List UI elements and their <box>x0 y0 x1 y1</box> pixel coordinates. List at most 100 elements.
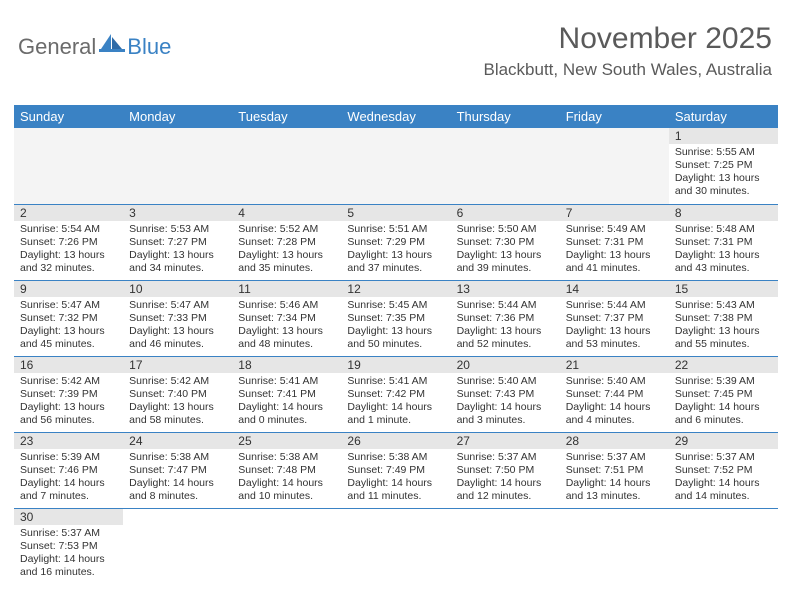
calendar-day-cell: 23Sunrise: 5:39 AMSunset: 7:46 PMDayligh… <box>14 432 123 508</box>
day-details: Sunrise: 5:39 AMSunset: 7:46 PMDaylight:… <box>14 449 123 508</box>
calendar-week-row: 23Sunrise: 5:39 AMSunset: 7:46 PMDayligh… <box>14 432 778 508</box>
daylight-line-1: Daylight: 13 hours <box>129 325 226 338</box>
sunset-line: Sunset: 7:27 PM <box>129 236 226 249</box>
day-details: Sunrise: 5:37 AMSunset: 7:52 PMDaylight:… <box>669 449 778 508</box>
sunrise-line: Sunrise: 5:53 AM <box>129 223 226 236</box>
daylight-line-1: Daylight: 14 hours <box>129 477 226 490</box>
sunrise-line: Sunrise: 5:43 AM <box>675 299 772 312</box>
sunset-line: Sunset: 7:35 PM <box>347 312 444 325</box>
calendar-week-row: 30Sunrise: 5:37 AMSunset: 7:53 PMDayligh… <box>14 508 778 584</box>
day-details: Sunrise: 5:48 AMSunset: 7:31 PMDaylight:… <box>669 221 778 280</box>
day-details: Sunrise: 5:40 AMSunset: 7:43 PMDaylight:… <box>451 373 560 432</box>
sunset-line: Sunset: 7:47 PM <box>129 464 226 477</box>
calendar-week-row: 9Sunrise: 5:47 AMSunset: 7:32 PMDaylight… <box>14 280 778 356</box>
sunset-line: Sunset: 7:52 PM <box>675 464 772 477</box>
sunset-line: Sunset: 7:43 PM <box>457 388 554 401</box>
sunset-line: Sunset: 7:32 PM <box>20 312 117 325</box>
day-header: Wednesday <box>341 105 450 128</box>
daylight-line-1: Daylight: 13 hours <box>129 249 226 262</box>
daylight-line-1: Daylight: 13 hours <box>20 401 117 414</box>
logo-text-general: General <box>18 34 96 60</box>
day-details: Sunrise: 5:52 AMSunset: 7:28 PMDaylight:… <box>232 221 341 280</box>
daylight-line-1: Daylight: 14 hours <box>20 553 117 566</box>
day-number: 7 <box>560 205 669 221</box>
day-details: Sunrise: 5:47 AMSunset: 7:33 PMDaylight:… <box>123 297 232 356</box>
sunset-line: Sunset: 7:50 PM <box>457 464 554 477</box>
day-details: Sunrise: 5:45 AMSunset: 7:35 PMDaylight:… <box>341 297 450 356</box>
day-number: 26 <box>341 433 450 449</box>
calendar-day-cell <box>14 128 123 204</box>
day-details: Sunrise: 5:37 AMSunset: 7:51 PMDaylight:… <box>560 449 669 508</box>
daylight-line-2: and 35 minutes. <box>238 262 335 275</box>
sunset-line: Sunset: 7:26 PM <box>20 236 117 249</box>
page-title: November 2025 <box>483 22 772 56</box>
calendar-day-cell: 29Sunrise: 5:37 AMSunset: 7:52 PMDayligh… <box>669 432 778 508</box>
day-details: Sunrise: 5:55 AMSunset: 7:25 PMDaylight:… <box>669 144 778 203</box>
daylight-line-1: Daylight: 14 hours <box>457 477 554 490</box>
header: General Blue November 2025 Blackbutt, Ne… <box>14 20 778 105</box>
daylight-line-2: and 1 minute. <box>347 414 444 427</box>
sunrise-line: Sunrise: 5:47 AM <box>20 299 117 312</box>
day-number: 1 <box>669 128 778 144</box>
day-number: 27 <box>451 433 560 449</box>
calendar-day-cell: 4Sunrise: 5:52 AMSunset: 7:28 PMDaylight… <box>232 204 341 280</box>
sunset-line: Sunset: 7:40 PM <box>129 388 226 401</box>
daylight-line-2: and 6 minutes. <box>675 414 772 427</box>
day-details: Sunrise: 5:51 AMSunset: 7:29 PMDaylight:… <box>341 221 450 280</box>
day-number: 3 <box>123 205 232 221</box>
daylight-line-2: and 32 minutes. <box>20 262 117 275</box>
sunset-line: Sunset: 7:53 PM <box>20 540 117 553</box>
sunset-line: Sunset: 7:46 PM <box>20 464 117 477</box>
sunrise-line: Sunrise: 5:47 AM <box>129 299 226 312</box>
calendar-day-cell: 5Sunrise: 5:51 AMSunset: 7:29 PMDaylight… <box>341 204 450 280</box>
calendar-day-cell <box>232 128 341 204</box>
calendar-day-cell: 27Sunrise: 5:37 AMSunset: 7:50 PMDayligh… <box>451 432 560 508</box>
calendar-day-cell: 19Sunrise: 5:41 AMSunset: 7:42 PMDayligh… <box>341 356 450 432</box>
calendar-day-cell <box>669 508 778 584</box>
sail-icon <box>99 32 125 57</box>
calendar-day-cell: 22Sunrise: 5:39 AMSunset: 7:45 PMDayligh… <box>669 356 778 432</box>
day-header-row: Sunday Monday Tuesday Wednesday Thursday… <box>14 105 778 128</box>
daylight-line-1: Daylight: 14 hours <box>675 477 772 490</box>
day-number: 14 <box>560 281 669 297</box>
daylight-line-1: Daylight: 13 hours <box>675 249 772 262</box>
day-number: 24 <box>123 433 232 449</box>
day-number: 13 <box>451 281 560 297</box>
daylight-line-1: Daylight: 14 hours <box>566 401 663 414</box>
daylight-line-1: Daylight: 14 hours <box>566 477 663 490</box>
daylight-line-1: Daylight: 13 hours <box>457 249 554 262</box>
sunrise-line: Sunrise: 5:54 AM <box>20 223 117 236</box>
calendar-day-cell <box>560 508 669 584</box>
day-number: 11 <box>232 281 341 297</box>
calendar-day-cell: 2Sunrise: 5:54 AMSunset: 7:26 PMDaylight… <box>14 204 123 280</box>
sunrise-line: Sunrise: 5:46 AM <box>238 299 335 312</box>
day-number: 19 <box>341 357 450 373</box>
sunrise-line: Sunrise: 5:41 AM <box>347 375 444 388</box>
sunset-line: Sunset: 7:48 PM <box>238 464 335 477</box>
daylight-line-2: and 41 minutes. <box>566 262 663 275</box>
day-details: Sunrise: 5:44 AMSunset: 7:36 PMDaylight:… <box>451 297 560 356</box>
sunset-line: Sunset: 7:45 PM <box>675 388 772 401</box>
calendar-day-cell <box>451 508 560 584</box>
daylight-line-1: Daylight: 14 hours <box>238 477 335 490</box>
daylight-line-2: and 13 minutes. <box>566 490 663 503</box>
sunrise-line: Sunrise: 5:44 AM <box>457 299 554 312</box>
daylight-line-1: Daylight: 13 hours <box>675 172 772 185</box>
day-number: 10 <box>123 281 232 297</box>
calendar-day-cell: 28Sunrise: 5:37 AMSunset: 7:51 PMDayligh… <box>560 432 669 508</box>
sunrise-line: Sunrise: 5:37 AM <box>566 451 663 464</box>
sunset-line: Sunset: 7:37 PM <box>566 312 663 325</box>
daylight-line-1: Daylight: 13 hours <box>457 325 554 338</box>
day-details: Sunrise: 5:41 AMSunset: 7:41 PMDaylight:… <box>232 373 341 432</box>
sunrise-line: Sunrise: 5:50 AM <box>457 223 554 236</box>
sunset-line: Sunset: 7:44 PM <box>566 388 663 401</box>
sunrise-line: Sunrise: 5:39 AM <box>675 375 772 388</box>
daylight-line-2: and 39 minutes. <box>457 262 554 275</box>
calendar-day-cell: 16Sunrise: 5:42 AMSunset: 7:39 PMDayligh… <box>14 356 123 432</box>
daylight-line-2: and 56 minutes. <box>20 414 117 427</box>
calendar-day-cell: 24Sunrise: 5:38 AMSunset: 7:47 PMDayligh… <box>123 432 232 508</box>
calendar-day-cell: 14Sunrise: 5:44 AMSunset: 7:37 PMDayligh… <box>560 280 669 356</box>
sunrise-line: Sunrise: 5:42 AM <box>129 375 226 388</box>
daylight-line-1: Daylight: 13 hours <box>347 325 444 338</box>
sunrise-line: Sunrise: 5:39 AM <box>20 451 117 464</box>
